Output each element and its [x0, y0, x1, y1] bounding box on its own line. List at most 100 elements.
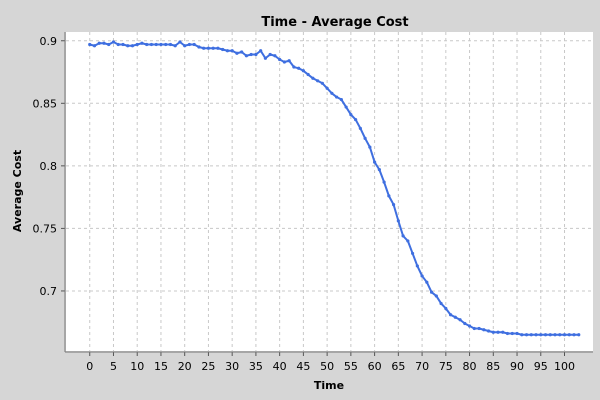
data-point [572, 333, 576, 337]
data-point [325, 86, 329, 90]
data-point [501, 330, 505, 334]
data-point [187, 42, 192, 47]
data-point [192, 42, 196, 47]
data-point [354, 117, 358, 122]
data-point [491, 330, 495, 334]
data-point [126, 44, 130, 48]
data-point [472, 326, 476, 331]
data-point [107, 42, 111, 47]
x-tick-label: 20 [178, 360, 192, 373]
data-point [102, 41, 106, 45]
y-tick-label: 0.85 [33, 97, 58, 110]
data-point [173, 44, 177, 48]
data-point [330, 91, 334, 95]
data-point [515, 331, 519, 336]
x-axis-label: Time [314, 379, 344, 392]
data-point [168, 42, 173, 47]
data-point [149, 42, 154, 47]
x-tick-label: 25 [201, 360, 215, 373]
data-point [548, 333, 552, 337]
data-point [425, 280, 429, 284]
data-point [111, 40, 116, 44]
data-point [415, 264, 419, 268]
data-point [230, 49, 234, 53]
x-tick-label: 55 [344, 360, 358, 373]
x-tick-label: 15 [154, 360, 168, 373]
data-point [140, 41, 144, 45]
data-point [197, 45, 201, 49]
data-point [458, 318, 462, 322]
x-tick-label: 60 [368, 360, 382, 373]
data-point [259, 49, 263, 53]
data-point [254, 52, 258, 57]
x-tick-label: 70 [415, 360, 429, 373]
data-point [88, 42, 92, 47]
x-tick-label: 10 [130, 360, 144, 373]
data-point [467, 324, 472, 328]
data-point [216, 46, 220, 50]
data-point [539, 333, 543, 337]
x-tick-label: 65 [391, 360, 405, 373]
data-point [92, 44, 97, 48]
y-tick-label: 0.75 [33, 222, 58, 235]
data-point [567, 333, 571, 337]
data-point [221, 47, 225, 52]
data-point [453, 315, 457, 319]
data-point [396, 219, 400, 223]
series-layer [88, 40, 581, 337]
data-point [121, 42, 125, 47]
y-tick-label: 0.8 [40, 160, 58, 173]
data-point [282, 60, 286, 64]
data-point [273, 54, 277, 58]
data-point [463, 321, 467, 326]
y-axis-label: Average Cost [11, 150, 24, 232]
x-tick-label: 5 [110, 360, 117, 373]
data-point [311, 76, 315, 80]
data-point [263, 56, 268, 60]
data-point [249, 52, 253, 57]
data-point [524, 333, 529, 337]
data-point [558, 333, 562, 337]
plot-area [66, 32, 593, 351]
axes: 0 5 10 15 20 25 30 35 40 45 50 55 60 65 70 75 80 85 90 95 10… [33, 32, 593, 373]
data-point [477, 326, 481, 331]
data-point [420, 274, 424, 278]
data-point [297, 66, 301, 70]
data-point [349, 112, 353, 117]
data-point [429, 290, 434, 294]
data-point [211, 46, 215, 50]
x-tick-label: 75 [439, 360, 453, 373]
data-point [387, 194, 391, 198]
data-point [183, 44, 187, 48]
data-point [287, 59, 291, 63]
x-tick-label: 50 [320, 360, 334, 373]
data-point [268, 52, 272, 57]
x-tick-label: 0 [86, 360, 93, 373]
data-point [178, 40, 182, 44]
data-point [482, 328, 486, 332]
data-point [406, 239, 410, 243]
data-point [316, 79, 320, 83]
data-point [534, 333, 538, 337]
data-point [391, 203, 396, 207]
data-point [344, 105, 348, 109]
data-point [306, 72, 310, 77]
x-tick-label: 90 [510, 360, 524, 373]
data-point [529, 333, 533, 337]
data-point [164, 42, 168, 47]
data-point [278, 57, 282, 62]
data-point [562, 333, 567, 337]
data-point [368, 145, 372, 149]
data-point [145, 42, 149, 47]
data-point [543, 333, 548, 337]
data-point [382, 180, 386, 184]
data-point [444, 306, 448, 311]
data-point [373, 160, 377, 164]
data-point [225, 49, 230, 53]
data-point [206, 46, 211, 50]
data-point [97, 41, 101, 45]
x-tick-label: 40 [273, 360, 287, 373]
data-point [496, 330, 500, 334]
